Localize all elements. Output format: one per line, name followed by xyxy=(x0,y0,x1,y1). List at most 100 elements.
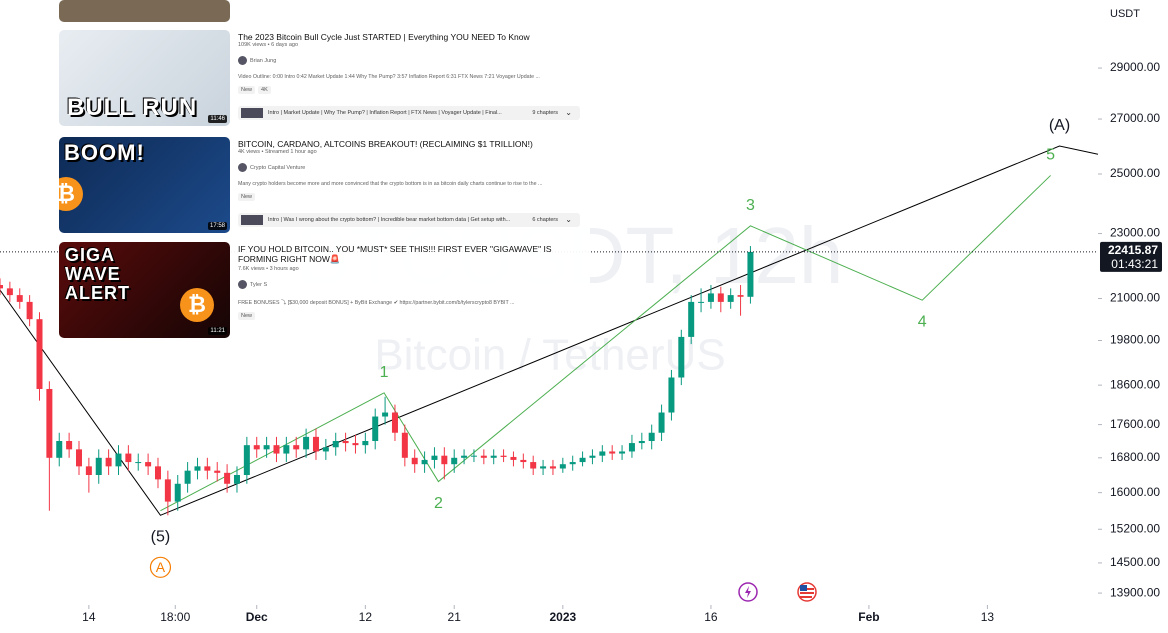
video-card[interactable]: BULL RUN 11:46 The 2023 Bitcoin Bull Cycle… xyxy=(59,30,590,127)
candle-body xyxy=(214,470,221,473)
candle-body xyxy=(224,472,231,484)
chapters-bar[interactable]: Intro | Was I wrong about the crypto bot… xyxy=(238,213,580,227)
avatar xyxy=(238,280,247,289)
candle-body xyxy=(362,441,369,446)
y-tick-label: 19800.00 xyxy=(1110,333,1160,347)
candle-body xyxy=(253,445,260,450)
candle-body xyxy=(342,441,349,444)
candle-body xyxy=(747,251,754,297)
candle-body xyxy=(184,470,191,484)
candle-body xyxy=(688,301,695,337)
badge: New xyxy=(238,86,256,94)
chapters-text: Intro | Was I wrong about the crypto bot… xyxy=(268,217,511,223)
candle-body xyxy=(85,466,92,476)
channel-name: Crypto Capital Venture xyxy=(250,164,306,171)
wave-line xyxy=(160,175,1051,512)
candle-body xyxy=(401,432,408,458)
channel[interactable]: Tyler S xyxy=(238,280,267,289)
video-title[interactable]: BITCOIN, CARDANO, ALTCOINS BREAKOUT! (RE… xyxy=(238,139,533,149)
candle-body xyxy=(174,483,181,502)
candle-body xyxy=(549,466,556,469)
thumbnail[interactable]: ₿ BOOM! 17:58 xyxy=(59,137,230,233)
candle-body xyxy=(263,445,270,450)
thumbnail[interactable]: ₿ GIGA WAVE ALERT 11:21 xyxy=(59,242,230,338)
video-meta: 7.6K views • 3 hours ago xyxy=(238,266,299,272)
candle-body xyxy=(500,455,507,457)
video-title[interactable]: IF YOU HOLD BITCOIN.. YOU *MUST* SEE THI… xyxy=(238,244,552,264)
candle-body xyxy=(46,388,53,458)
last-price-label: 22415.87 xyxy=(1108,243,1158,257)
candle-body xyxy=(352,443,359,446)
candle-body xyxy=(145,462,152,467)
wave-label: 5 xyxy=(1046,147,1055,164)
channel[interactable]: Crypto Capital Venture xyxy=(238,163,305,172)
candle-body xyxy=(510,456,517,460)
candle-body xyxy=(470,455,477,457)
candle-body xyxy=(16,295,23,302)
candle-body xyxy=(66,441,73,450)
chapter-count: 9 chapters xyxy=(532,110,558,116)
video-card[interactable]: ₿ GIGA WAVE ALERT 11:21 IF YOU HOLD BITCOIN… xyxy=(59,242,590,339)
candle-body xyxy=(154,466,161,480)
lightning-icon[interactable] xyxy=(738,582,758,602)
candle-body xyxy=(707,293,714,302)
chapter-thumb xyxy=(241,215,263,225)
x-tick-label: 21 xyxy=(448,610,462,624)
badges: New xyxy=(238,312,258,320)
thumbnail-text: BULL RUN xyxy=(67,94,198,121)
candle-body xyxy=(599,451,606,456)
video-meta: 109K views • 6 days ago xyxy=(238,42,299,48)
video-title[interactable]: The 2023 Bitcoin Bull Cycle Just STARTED… xyxy=(238,32,530,42)
badge: New xyxy=(238,193,256,201)
chapter-thumb xyxy=(241,108,263,118)
flag-icon[interactable] xyxy=(797,582,817,602)
chapters-bar[interactable]: Intro | Market Update | Why The Pump? | … xyxy=(238,106,580,120)
candle-body xyxy=(490,455,497,458)
thumbnail[interactable]: BULL RUN 11:46 xyxy=(59,30,230,126)
y-tick-label: 18600.00 xyxy=(1110,377,1160,391)
candle-body xyxy=(56,441,63,458)
candle-body xyxy=(579,457,586,463)
y-tick-label: 23000.00 xyxy=(1110,226,1160,240)
x-tick-label: Feb xyxy=(858,610,879,624)
candle-body xyxy=(95,457,102,476)
candle-body xyxy=(164,479,171,502)
video-card[interactable]: ₿ BOOM! 17:58 BITCOIN, CARDANO, ALTCOINS BR… xyxy=(59,137,590,234)
x-tick-label: Dec xyxy=(246,610,268,624)
y-tick-label: 13900.00 xyxy=(1110,585,1160,599)
candle-body xyxy=(273,445,280,454)
candle-body xyxy=(619,451,626,454)
candle-body xyxy=(303,436,310,450)
candle-body xyxy=(75,449,82,467)
marker-label: A xyxy=(156,559,166,575)
candle-body xyxy=(283,445,290,454)
candle-body xyxy=(569,462,576,465)
y-tick-label: 21000.00 xyxy=(1110,291,1160,305)
candle-body xyxy=(530,462,537,469)
candle-body xyxy=(411,457,418,465)
channel-name: Brian Jung xyxy=(250,57,277,64)
x-tick-label: 18:00 xyxy=(160,610,190,624)
candle-body xyxy=(628,443,635,452)
bitcoin-logo: ₿ xyxy=(59,177,83,211)
y-tick-label: 17600.00 xyxy=(1110,417,1160,431)
channel[interactable]: Brian Jung xyxy=(238,56,276,65)
description: FREE BONUSES ⤵ [$30,000 deposit BONUS] +… xyxy=(238,300,515,306)
thumbnail-text: GIGA WAVE ALERT xyxy=(65,245,130,303)
candle-body xyxy=(678,336,685,378)
candle-body xyxy=(0,285,3,289)
partial-thumbnail[interactable] xyxy=(59,0,230,22)
wave-label: (5) xyxy=(151,529,171,546)
candle-body xyxy=(727,295,734,302)
chapters-text: Intro | Market Update | Why The Pump? | … xyxy=(268,110,502,116)
duration: 17:58 xyxy=(207,222,227,230)
candle-body xyxy=(125,453,132,463)
y-axis-title: USDT xyxy=(1110,8,1140,20)
y-tick-label: 14500.00 xyxy=(1110,555,1160,569)
channel-name: Tyler S xyxy=(250,281,268,288)
duration: 11:46 xyxy=(208,115,227,123)
chevron: ⌄ xyxy=(565,215,572,224)
candle-body xyxy=(135,462,142,464)
candle-body xyxy=(243,445,250,476)
